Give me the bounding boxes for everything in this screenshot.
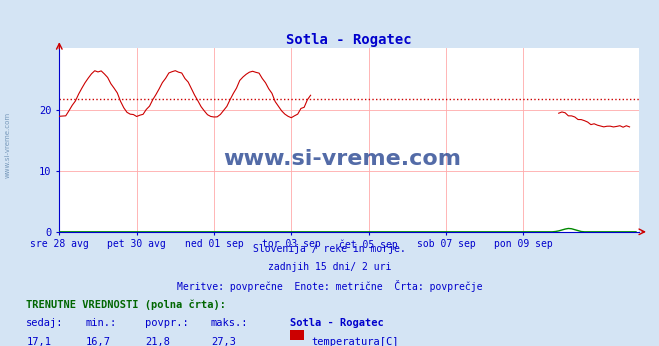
- Text: maks.:: maks.:: [211, 318, 248, 328]
- Text: Meritve: povprečne  Enote: metrične  Črta: povprečje: Meritve: povprečne Enote: metrične Črta:…: [177, 280, 482, 292]
- Text: www.si-vreme.com: www.si-vreme.com: [5, 112, 11, 179]
- Text: www.si-vreme.com: www.si-vreme.com: [223, 149, 462, 169]
- Text: temperatura[C]: temperatura[C]: [311, 337, 399, 346]
- Text: Slovenija / reke in morje.: Slovenija / reke in morje.: [253, 244, 406, 254]
- Text: 17,1: 17,1: [26, 337, 51, 346]
- Text: zadnjih 15 dni/ 2 uri: zadnjih 15 dni/ 2 uri: [268, 262, 391, 272]
- Text: sedaj:: sedaj:: [26, 318, 64, 328]
- Text: povpr.:: povpr.:: [145, 318, 188, 328]
- Text: Sotla - Rogatec: Sotla - Rogatec: [290, 318, 384, 328]
- Text: TRENUTNE VREDNOSTI (polna črta):: TRENUTNE VREDNOSTI (polna črta):: [26, 299, 226, 310]
- Text: 21,8: 21,8: [145, 337, 170, 346]
- Text: min.:: min.:: [86, 318, 117, 328]
- Title: Sotla - Rogatec: Sotla - Rogatec: [287, 33, 412, 47]
- Text: 16,7: 16,7: [86, 337, 111, 346]
- Text: 27,3: 27,3: [211, 337, 236, 346]
